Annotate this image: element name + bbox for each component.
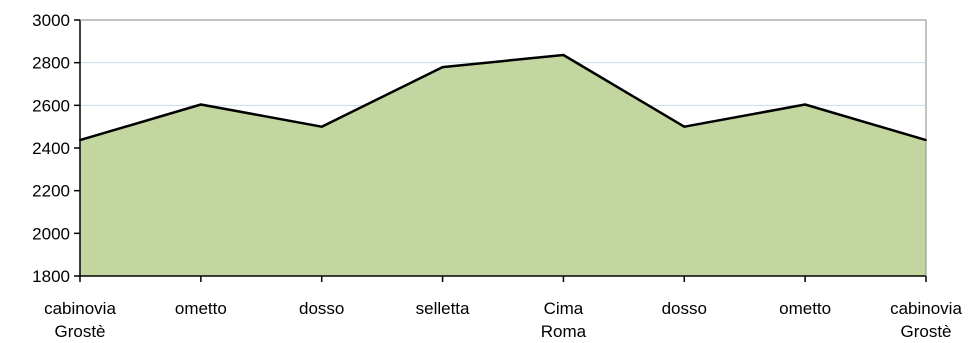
y-tick-label-2400: 2400 <box>32 139 70 158</box>
y-tick-label-1800: 1800 <box>32 267 70 286</box>
data-point-1 <box>199 103 202 106</box>
data-point-0 <box>79 139 81 142</box>
x-tick-label-line: ometto <box>779 299 831 318</box>
x-tick-label-7: cabinovia Grostè <box>890 299 962 341</box>
data-point-6 <box>804 103 807 106</box>
x-tick-label-line: Roma <box>541 322 587 341</box>
x-tick-label-4: Cima Roma <box>541 299 587 341</box>
x-tick-label-5: dosso <box>662 299 707 318</box>
elevation-area <box>80 55 926 276</box>
x-tick-label-line: ometto <box>175 299 227 318</box>
x-tick-label-2: dosso <box>299 299 344 318</box>
y-tick-label-2800: 2800 <box>32 54 70 73</box>
data-points <box>79 53 927 142</box>
x-tick-label-line: dosso <box>662 299 707 318</box>
y-tick-label-3000: 3000 <box>32 11 70 30</box>
elevation-line <box>79 53 927 142</box>
x-tick-label-0: cabinovia Grostè <box>44 299 116 341</box>
x-tick-label-line: cabinovia <box>44 299 116 318</box>
y-tick-label-2200: 2200 <box>32 182 70 201</box>
data-point-2 <box>320 125 323 128</box>
x-tick-label-6: ometto <box>779 299 831 318</box>
x-tick-label-3: selletta <box>416 299 470 318</box>
y-tick-label-2000: 2000 <box>32 224 70 243</box>
x-tick-label-line: Grostè <box>54 322 105 341</box>
data-point-5 <box>683 125 686 128</box>
x-tick-label-line: Grostè <box>900 322 951 341</box>
y-axis-ticks: 1800 2000 2200 2400 2600 2800 3000 <box>32 11 80 286</box>
x-tick-label-line: cabinovia <box>890 299 962 318</box>
x-axis-ticks: cabinovia Grostè ometto dosso selletta Cima Ro… <box>44 276 962 341</box>
x-tick-label-line: selletta <box>416 299 470 318</box>
data-point-7 <box>925 139 927 142</box>
x-tick-label-1: ometto <box>175 299 227 318</box>
x-tick-label-line: dosso <box>299 299 344 318</box>
data-point-4 <box>562 53 565 56</box>
data-point-3 <box>441 66 444 69</box>
x-tick-label-line: Cima <box>544 299 584 318</box>
y-tick-label-2600: 2600 <box>32 96 70 115</box>
